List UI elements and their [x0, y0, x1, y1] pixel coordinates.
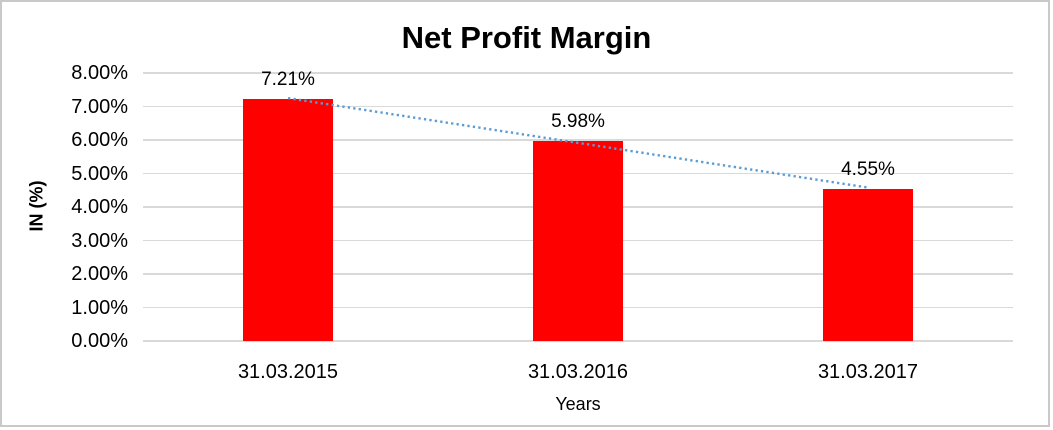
bar-31.03.2016 [533, 140, 623, 341]
y-tick-label: 4.00% [71, 196, 128, 218]
y-tick-label: 2.00% [71, 263, 128, 285]
y-tick-label: 8.00% [71, 62, 128, 84]
y-tick-label: 0.00% [71, 330, 128, 352]
y-tick-label: 3.00% [71, 229, 128, 252]
bar-data-label: 4.55% [841, 158, 895, 180]
bar-31.03.2015 [243, 99, 333, 341]
y-tick-label: 7.00% [71, 95, 128, 118]
x-axis-title: Years [555, 394, 601, 414]
gridline [143, 340, 1013, 342]
y-tick-label: 1.00% [71, 296, 128, 319]
bar-data-label: 5.98% [551, 110, 605, 132]
y-tick-label: 5.00% [71, 162, 128, 185]
x-tick-label: 31.03.2016 [527, 361, 629, 383]
x-tick-label: 31.03.2017 [817, 361, 919, 383]
bar-31.03.2017 [823, 188, 913, 341]
y-tick-label: 6.00% [71, 129, 128, 151]
chart-title: Net Profit Margin [401, 20, 652, 55]
trendline-path [287, 96, 869, 189]
trendline [287, 96, 869, 189]
gridline [143, 139, 1013, 141]
bar-data-label: 7.21% [261, 69, 315, 91]
plot-area: 7.21% 5.98% 4.55% [143, 69, 1013, 342]
gridline [143, 105, 1013, 108]
x-tick-label: 31.03.2015 [237, 361, 339, 383]
gridline [143, 72, 1013, 74]
